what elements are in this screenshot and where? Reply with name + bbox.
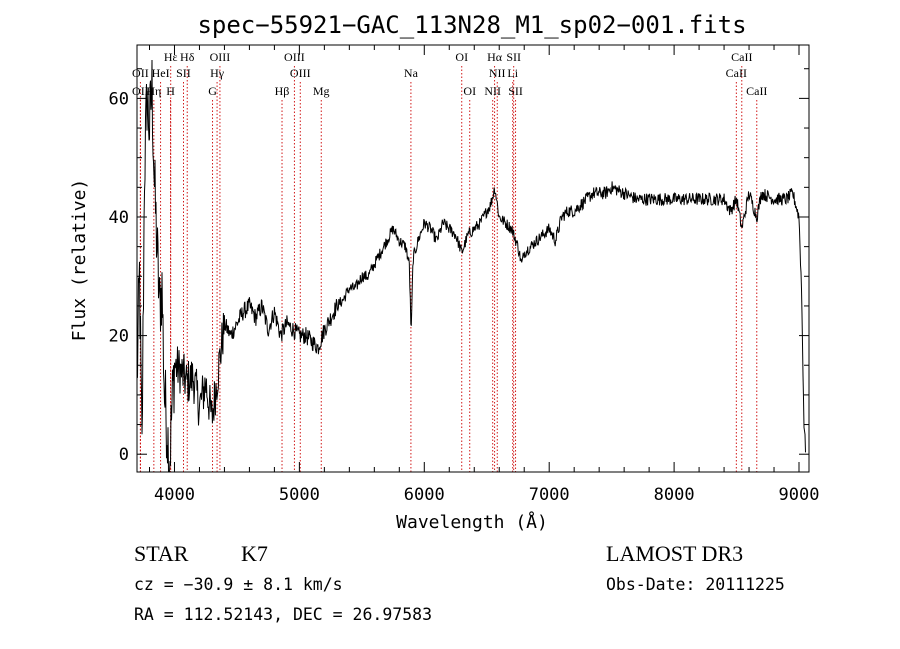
line-marker-label-12: OIII	[290, 66, 311, 80]
line-marker-label-20: G	[208, 84, 217, 98]
y-tick-label-1: 20	[109, 327, 129, 347]
y-tick-label-3: 60	[109, 89, 129, 109]
line-marker-label-15: Li	[507, 66, 518, 80]
x-tick-label-4: 8000	[654, 485, 695, 505]
line-marker-label-8: OII	[132, 66, 149, 80]
line-marker-label-11: Hγ	[210, 66, 225, 80]
y-tick-label-0: 0	[119, 445, 129, 465]
line-marker-label-19: H	[166, 84, 175, 98]
line-marker-label-0: Hε	[164, 50, 178, 64]
plot-frame	[136, 44, 810, 473]
x-tick-label-1: 5000	[279, 485, 320, 505]
line-marker-label-21: Hβ	[275, 84, 290, 98]
chart-title: spec−55921−GAC_113N28_M1_sp02−001.fits	[197, 11, 746, 39]
line-marker-label-6: SII	[506, 50, 521, 64]
line-marker-label-5: Hα	[487, 50, 503, 64]
velocity-readout: cz = −30.9 ± 8.1 km/s	[134, 575, 343, 594]
line-marker-label-7: CaII	[731, 50, 752, 64]
object-class: STAR	[134, 541, 189, 566]
y-tick-label-2: 40	[109, 208, 129, 228]
x-axis-label: Wavelength (Å)	[396, 511, 548, 533]
line-marker-label-18: Hη	[146, 84, 161, 98]
line-marker-label-23: OI	[463, 84, 476, 98]
line-marker-label-13: Na	[404, 66, 419, 80]
x-tick-label-5: 9000	[779, 485, 820, 505]
line-marker-label-14: NII	[489, 66, 506, 80]
x-tick-label-3: 7000	[529, 485, 570, 505]
spectrum-line	[136, 59, 806, 473]
line-marker-label-9: HeI	[152, 66, 170, 80]
line-marker-label-17: OII	[132, 84, 149, 98]
spectrum-layer	[136, 59, 806, 473]
line-marker-label-3: OIII	[284, 50, 305, 64]
line-marker-label-1: Hδ	[180, 50, 195, 64]
axis-ticks: 4000 5000 6000 7000 8000 9000 0 20 40 60	[109, 45, 820, 505]
line-marker-label-16: CaII	[726, 66, 747, 80]
object-subclass: K7	[241, 541, 268, 566]
line-marker-label-2: OIII	[210, 50, 231, 64]
y-axis-label: Flux (relative)	[69, 179, 90, 342]
line-marker-label-10: SII	[176, 66, 191, 80]
line-marker-label-25: SII	[508, 84, 523, 98]
observation-date: Obs-Date: 20111225	[606, 575, 785, 594]
line-marker-label-4: OI	[455, 50, 468, 64]
coordinates-readout: RA = 112.52143, DEC = 26.97583	[134, 605, 432, 624]
survey-name: LAMOST DR3	[606, 541, 743, 566]
line-marker-label-22: Mg	[313, 84, 330, 98]
line-marker-label-26: CaII	[746, 84, 767, 98]
x-tick-label-2: 6000	[404, 485, 445, 505]
x-tick-label-0: 4000	[154, 485, 195, 505]
line-marker-label-24: NII	[484, 84, 501, 98]
